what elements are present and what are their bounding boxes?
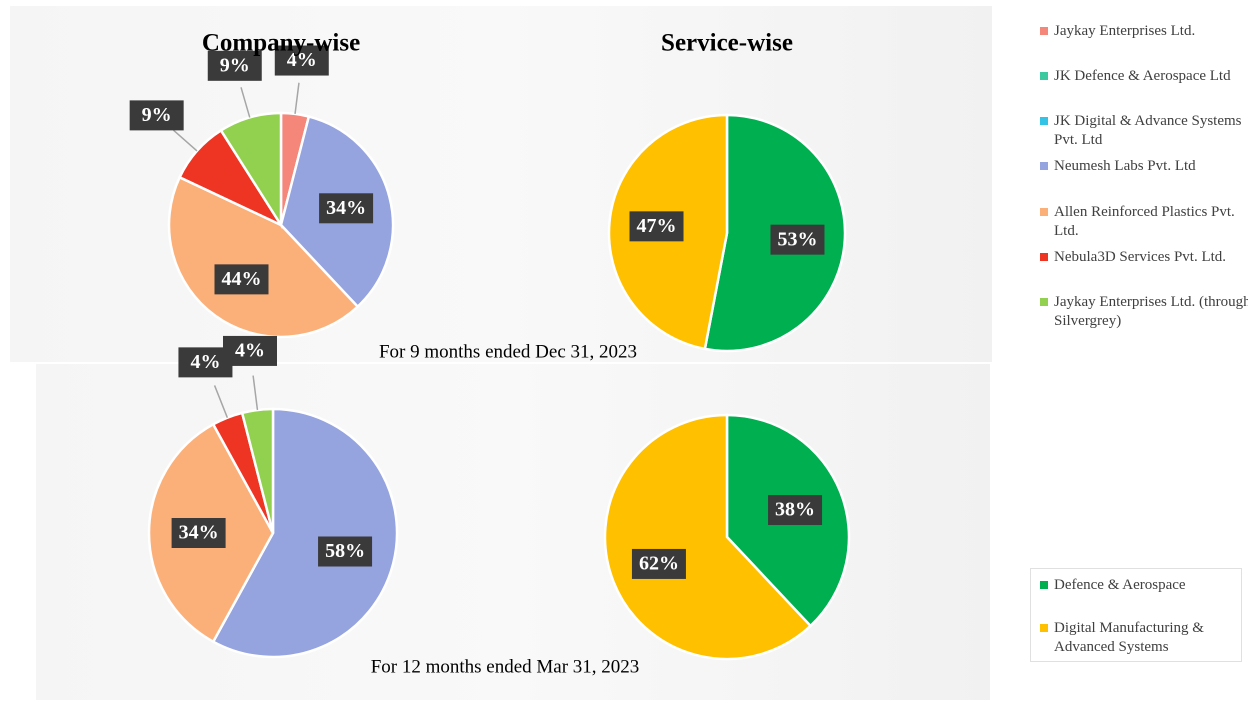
legend-label: Jaykay Enterprises Ltd.: [1054, 23, 1196, 39]
data-label: 44%: [222, 268, 262, 290]
legend-label: Nebula3D Services Pvt. Ltd.: [1054, 249, 1227, 265]
legend-entry: Jaykay Enterprises Ltd. (through Silverg…: [1040, 293, 1248, 331]
legend-entry: Neumesh Labs Pvt. Ltd: [1040, 157, 1248, 176]
legend-label: Allen Reinforced Plastics Pvt. Ltd.: [1054, 204, 1235, 239]
data-label: 9%: [142, 104, 172, 126]
data-label: 4%: [190, 351, 220, 373]
data-label-box: [207, 50, 262, 81]
data-label: 4%: [235, 340, 265, 362]
legend-label: JK Digital & Advance Systems Pvt. Ltd: [1054, 113, 1242, 148]
legend-swatch: [1040, 72, 1048, 80]
legend-swatch: [1040, 27, 1048, 35]
data-label-box: [222, 335, 277, 366]
legend-entry: Allen Reinforced Plastics Pvt. Ltd.: [1040, 203, 1248, 241]
data-label-box: [319, 193, 374, 224]
data-label: 4%: [287, 49, 317, 71]
legend-entry: Defence & Aerospace: [1040, 576, 1248, 595]
legend-swatch: [1040, 581, 1048, 589]
data-label: 47%: [637, 215, 677, 237]
data-label-box: [214, 264, 269, 295]
pie-slice: [603, 413, 813, 661]
data-label-box: [129, 100, 184, 131]
legend-entry: JK Digital & Advance Systems Pvt. Ltd: [1040, 112, 1248, 150]
pie-slice: [240, 407, 275, 534]
legend-swatch: [1040, 624, 1048, 632]
chart-title: Company-wise: [202, 30, 360, 57]
legend-swatch: [1040, 162, 1048, 170]
data-label: 62%: [639, 553, 679, 575]
legend-entry: Nebula3D Services Pvt. Ltd.: [1040, 248, 1248, 267]
legend-swatch: [1040, 298, 1048, 306]
leader-line: [252, 375, 259, 411]
caption: For 12 months ended Mar 31, 2023: [371, 656, 640, 677]
data-label: 38%: [775, 499, 815, 521]
legend-label: Jaykay Enterprises Ltd. (through Silverg…: [1054, 294, 1248, 329]
leader-line: [213, 385, 229, 418]
chart-title: Service-wise: [661, 30, 793, 57]
data-label: 34%: [326, 197, 366, 219]
pie-slice: [211, 407, 399, 659]
legend-label: Neumesh Labs Pvt. Ltd: [1054, 158, 1196, 174]
data-label: 34%: [179, 522, 219, 544]
legend-entry: Jaykay Enterprises Ltd.: [1040, 22, 1248, 41]
leader-line: [294, 82, 300, 114]
data-label-box: [171, 518, 226, 548]
panel: [10, 6, 992, 362]
legend-label: Digital Manufacturing & Advanced Systems: [1054, 620, 1204, 655]
legend-box: [1030, 568, 1242, 662]
leader-line: [240, 87, 251, 118]
pie-slice: [167, 175, 360, 339]
data-label: 58%: [325, 540, 365, 562]
data-label-box: [631, 548, 686, 579]
data-label-box: [318, 536, 373, 567]
caption: For 9 months ended Dec 31, 2023: [379, 341, 637, 362]
data-label-box: [770, 224, 825, 255]
data-label-box: [629, 211, 684, 242]
legend-swatch: [1040, 253, 1048, 261]
legend-label: JK Defence & Aerospace Ltd: [1054, 68, 1231, 84]
data-label: 53%: [777, 228, 817, 250]
leader-line: [172, 129, 198, 152]
legend-label: Defence & Aerospace: [1054, 577, 1186, 593]
legend-entry: JK Defence & Aerospace Ltd: [1040, 67, 1248, 86]
legend-swatch: [1040, 208, 1048, 216]
legend-swatch: [1040, 117, 1048, 125]
data-label-box: [768, 495, 823, 526]
legend-entry: Digital Manufacturing & Advanced Systems: [1040, 619, 1248, 657]
data-label: 9%: [220, 54, 250, 76]
data-label-box: [274, 45, 329, 76]
